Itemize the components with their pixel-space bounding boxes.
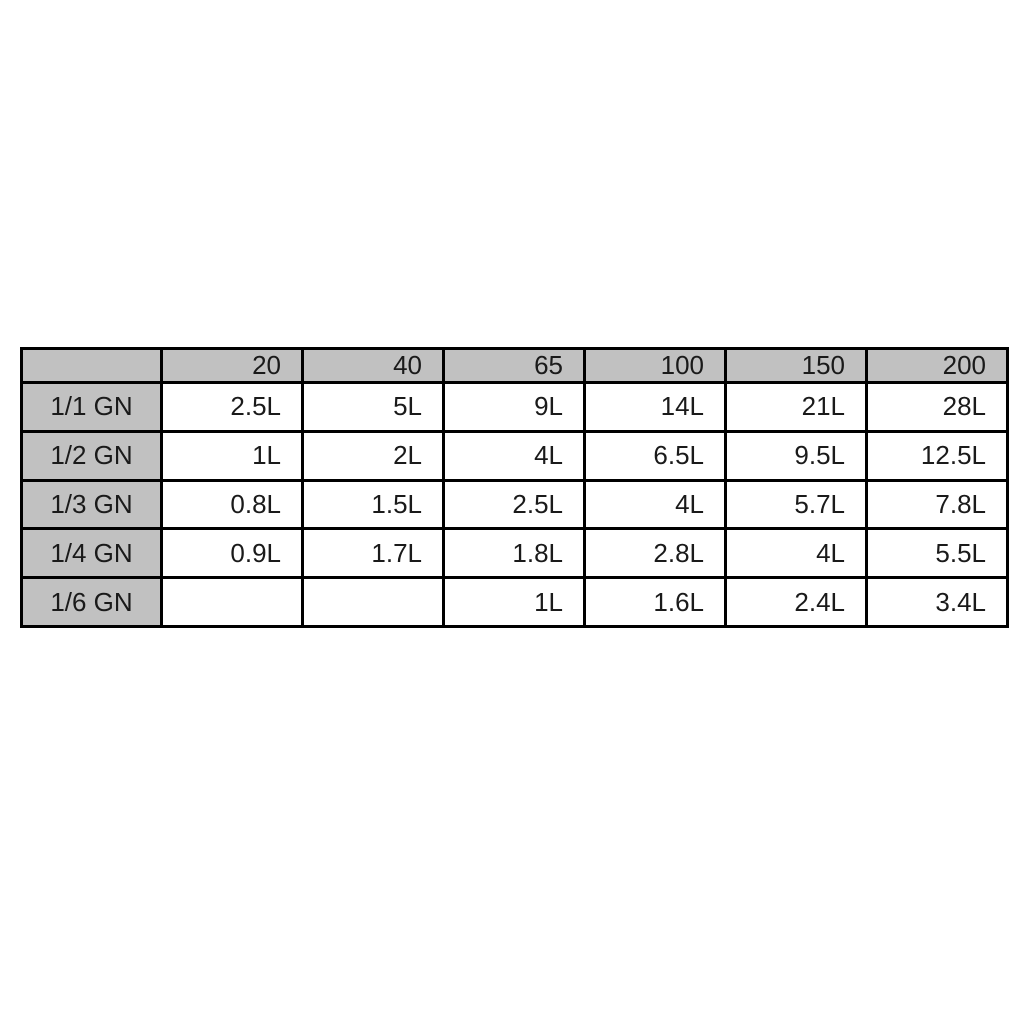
table-cell: 5L (301, 381, 445, 433)
table-cell: 2.8L (583, 527, 727, 580)
table-cell: 2.4L (724, 576, 868, 628)
table-row: 1/6 GN 1L 1.6L 2.4L 3.4L (20, 576, 1009, 628)
column-header-depth-100: 100 (583, 347, 727, 384)
table-cell: 1.5L (301, 478, 445, 531)
table-cell: 9L (442, 381, 586, 433)
table-header-row: 20 40 65 100 150 200 (20, 347, 1009, 384)
row-label-1-4-gn: 1/4 GN (20, 527, 163, 580)
row-label-1-2-gn: 1/2 GN (20, 429, 163, 482)
gn-capacity-table: 20 40 65 100 150 200 1/1 GN 2.5L 5L 9L 1… (20, 347, 1009, 628)
table-row: 1/4 GN 0.9L 1.7L 1.8L 2.8L 4L 5.5L (20, 527, 1009, 580)
table-cell (301, 576, 445, 628)
table-cell: 7.8L (865, 478, 1009, 531)
row-label-1-6-gn: 1/6 GN (20, 576, 163, 628)
table-cell: 6.5L (583, 429, 727, 482)
column-header-depth-200: 200 (865, 347, 1009, 384)
table-row: 1/1 GN 2.5L 5L 9L 14L 21L 28L (20, 381, 1009, 433)
corner-cell (20, 347, 163, 384)
column-header-depth-20: 20 (160, 347, 304, 384)
table-cell: 2.5L (442, 478, 586, 531)
table-cell: 14L (583, 381, 727, 433)
table-cell: 21L (724, 381, 868, 433)
table-cell: 0.8L (160, 478, 304, 531)
table-row: 1/2 GN 1L 2L 4L 6.5L 9.5L 12.5L (20, 429, 1009, 482)
table-cell: 9.5L (724, 429, 868, 482)
row-label-1-3-gn: 1/3 GN (20, 478, 163, 531)
table-cell (160, 576, 304, 628)
row-label-1-1-gn: 1/1 GN (20, 381, 163, 433)
table-cell: 28L (865, 381, 1009, 433)
table-cell: 12.5L (865, 429, 1009, 482)
table-cell: 1L (160, 429, 304, 482)
table-cell: 5.5L (865, 527, 1009, 580)
table-cell: 4L (724, 527, 868, 580)
table-cell: 1L (442, 576, 586, 628)
table-cell: 2.5L (160, 381, 304, 433)
table-cell: 3.4L (865, 576, 1009, 628)
column-header-depth-40: 40 (301, 347, 445, 384)
table-cell: 1.7L (301, 527, 445, 580)
table-cell: 1.8L (442, 527, 586, 580)
table-cell: 4L (583, 478, 727, 531)
table-cell: 5.7L (724, 478, 868, 531)
table-cell: 1.6L (583, 576, 727, 628)
column-header-depth-150: 150 (724, 347, 868, 384)
table-cell: 2L (301, 429, 445, 482)
column-header-depth-65: 65 (442, 347, 586, 384)
table-row: 1/3 GN 0.8L 1.5L 2.5L 4L 5.7L 7.8L (20, 478, 1009, 531)
table-cell: 4L (442, 429, 586, 482)
table-cell: 0.9L (160, 527, 304, 580)
